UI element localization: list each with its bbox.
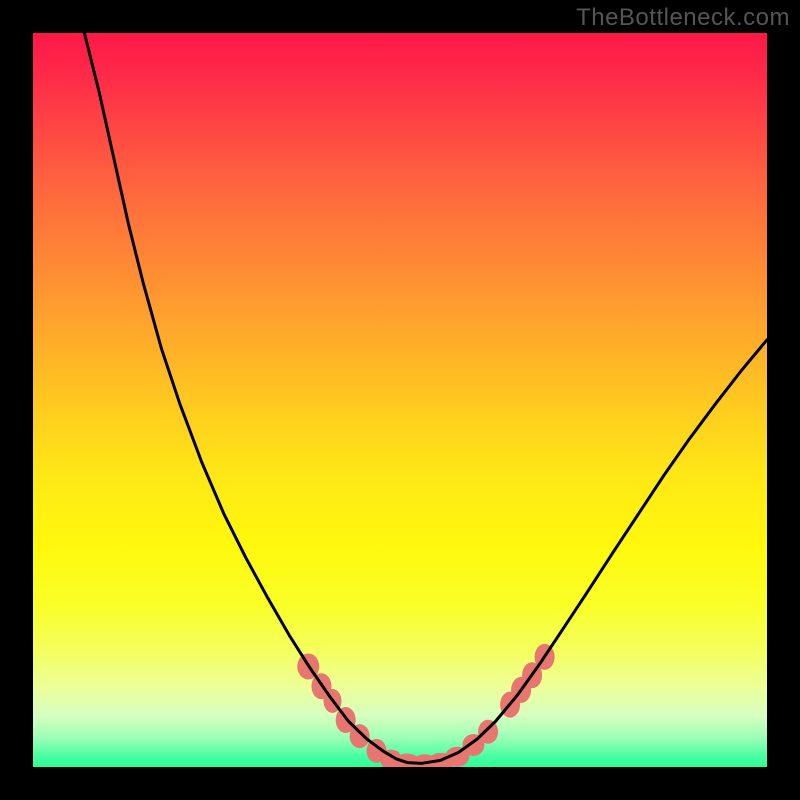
watermark-text: TheBottleneck.com xyxy=(576,4,790,32)
bottleneck-curve-chart xyxy=(0,0,800,800)
data-marker xyxy=(350,724,370,748)
plot-background xyxy=(33,33,767,767)
chart-container: { "canvas": { "width": 800, "height": 80… xyxy=(0,0,800,800)
